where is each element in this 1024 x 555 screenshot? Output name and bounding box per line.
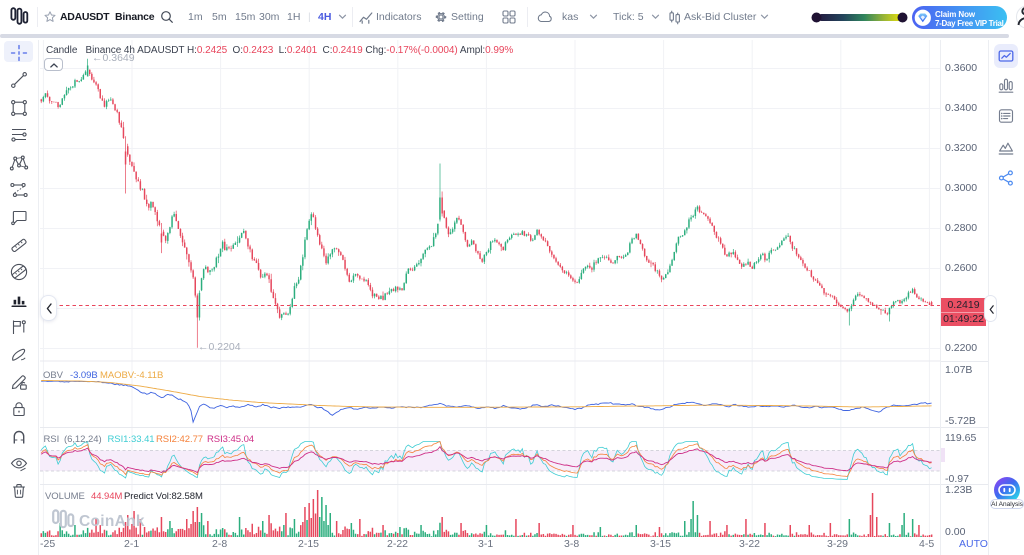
svg-text:CoinAnk: CoinAnk — [79, 513, 145, 530]
